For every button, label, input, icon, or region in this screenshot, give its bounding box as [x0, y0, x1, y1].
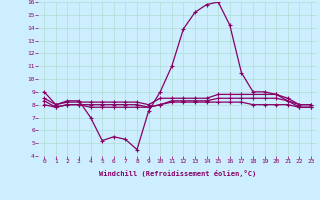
X-axis label: Windchill (Refroidissement éolien,°C): Windchill (Refroidissement éolien,°C)	[99, 170, 256, 177]
